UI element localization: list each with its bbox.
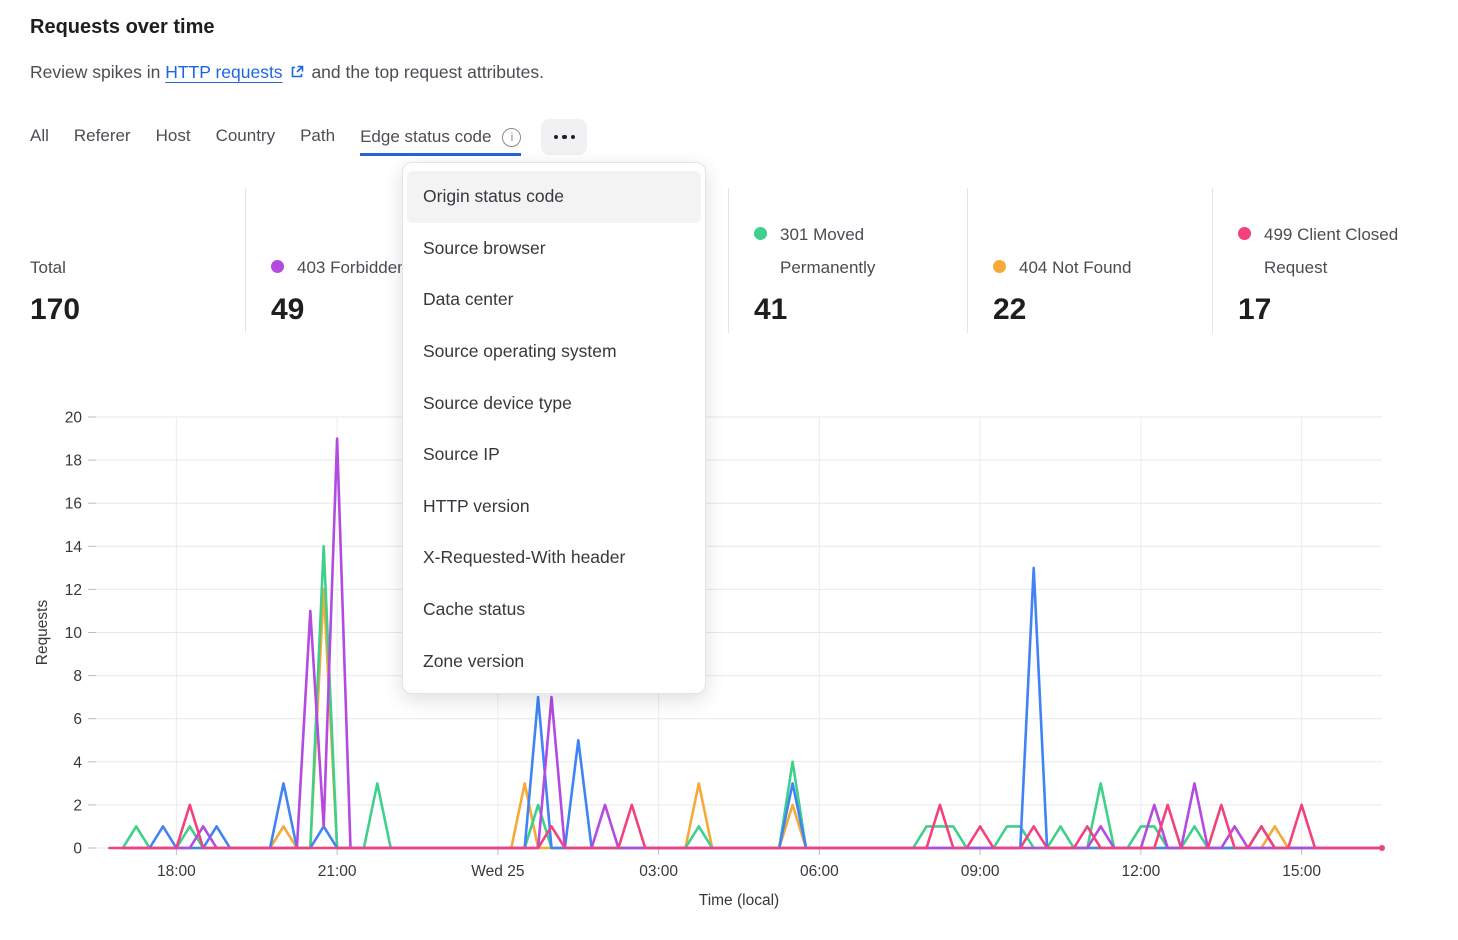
stat-499-label: 499 Client Closed Request bbox=[1264, 225, 1399, 277]
y-tick-label: 16 bbox=[65, 496, 82, 513]
x-axis-label: Time (local) bbox=[699, 892, 779, 909]
menu-item-x-requested-with-header[interactable]: X-Requested-With header bbox=[423, 547, 626, 568]
y-tick-label: 10 bbox=[65, 625, 83, 642]
menu-item-cache-status[interactable]: Cache status bbox=[423, 599, 526, 620]
y-tick-label: 12 bbox=[65, 582, 82, 599]
legend-dot-404 bbox=[993, 260, 1006, 273]
external-link-icon bbox=[289, 64, 305, 85]
menu-item-data-center[interactable]: Data center bbox=[423, 289, 514, 310]
tab-edge-status-code-label: Edge status code bbox=[360, 127, 492, 146]
y-tick-label: 20 bbox=[65, 410, 83, 427]
info-icon[interactable]: i bbox=[502, 127, 522, 147]
tab-edge-status-code[interactable]: Edge status code i bbox=[360, 118, 522, 156]
stat-404-not-found: 404 Not Found 22 bbox=[967, 188, 1212, 333]
tab-all[interactable]: All bbox=[30, 126, 49, 145]
y-tick-label: 4 bbox=[73, 754, 82, 771]
stat-499-value: 17 bbox=[1238, 293, 1272, 326]
subtitle: Review spikes in HTTP requests and the t… bbox=[30, 62, 544, 85]
x-tick-label: 15:00 bbox=[1282, 863, 1321, 880]
menu-item-source-browser[interactable]: Source browser bbox=[423, 237, 546, 258]
http-requests-link[interactable]: HTTP requests bbox=[165, 62, 283, 82]
summary-stats: Total 170 403 Forbidden 49 301 Moved Per… bbox=[0, 188, 1458, 333]
menu-item-source-ip[interactable]: Source IP bbox=[423, 444, 500, 465]
y-tick-label: 6 bbox=[73, 711, 82, 728]
x-tick-label: 09:00 bbox=[961, 863, 1000, 880]
y-tick-label: 18 bbox=[65, 453, 82, 470]
more-tabs-button[interactable] bbox=[541, 119, 588, 155]
stat-301-value: 41 bbox=[754, 293, 788, 326]
tab-host[interactable]: Host bbox=[155, 126, 191, 145]
stat-301-moved-permanently: 301 Moved Permanently 41 bbox=[728, 188, 967, 333]
ellipsis-icon bbox=[553, 134, 559, 140]
legend-dot-403 bbox=[271, 260, 284, 273]
subtitle-prefix: Review spikes in bbox=[30, 62, 161, 82]
legend-dot-499 bbox=[1238, 227, 1251, 240]
subtitle-suffix: and the top request attributes. bbox=[311, 62, 544, 82]
stat-403-value: 49 bbox=[271, 293, 305, 326]
menu-item-source-device-type[interactable]: Source device type bbox=[423, 392, 572, 413]
x-tick-label: 18:00 bbox=[157, 863, 196, 880]
menu-item-origin-status-code[interactable]: Origin status code bbox=[407, 171, 701, 223]
x-tick-label: 06:00 bbox=[800, 863, 839, 880]
requests-chart: 18:00 21:00 Wed 25 03:00 06:00 09:00 12:00 15:0… bbox=[34, 410, 1385, 909]
stat-301-label: 301 Moved Permanently bbox=[780, 225, 876, 277]
stat-total-label: Total bbox=[30, 258, 66, 277]
menu-item-source-operating-system[interactable]: Source operating system bbox=[423, 341, 617, 362]
attribute-tabs: All Referer Host Country Path Edge statu… bbox=[30, 118, 588, 156]
stat-total-value: 170 bbox=[30, 293, 81, 326]
stat-403-label: 403 Forbidden bbox=[297, 258, 407, 277]
x-tick-label: 03:00 bbox=[639, 863, 678, 880]
x-tick-label: 12:00 bbox=[1121, 863, 1160, 880]
tab-path[interactable]: Path bbox=[300, 126, 336, 145]
stat-total: Total 170 bbox=[0, 188, 245, 333]
stat-403-forbidden: 403 Forbidden 49 bbox=[245, 188, 486, 333]
legend-dot-301 bbox=[754, 227, 767, 240]
tab-referer[interactable]: Referer bbox=[73, 126, 131, 145]
tab-country[interactable]: Country bbox=[215, 126, 276, 145]
series-line bbox=[108, 803, 1384, 850]
stat-404-label: 404 Not Found bbox=[1019, 258, 1132, 277]
y-tick-label: 0 bbox=[73, 841, 82, 858]
stat-404-value: 22 bbox=[993, 293, 1027, 326]
menu-item-zone-version[interactable]: Zone version bbox=[423, 650, 525, 671]
x-tick-label: 21:00 bbox=[318, 863, 357, 880]
y-tick-label: 14 bbox=[65, 539, 83, 556]
y-axis-label: Requests bbox=[34, 600, 51, 666]
series-line bbox=[121, 545, 1384, 850]
y-tick-label: 8 bbox=[73, 668, 82, 685]
attribute-dropdown-menu: Origin status code Source browser Data c… bbox=[402, 162, 706, 694]
series-line bbox=[121, 437, 1384, 850]
y-tick-label: 2 bbox=[73, 797, 82, 814]
stat-499-client-closed-request: 499 Client Closed Request 17 bbox=[1212, 188, 1458, 333]
x-tick-label: Wed 25 bbox=[471, 863, 524, 880]
menu-item-http-version[interactable]: HTTP version bbox=[423, 495, 530, 516]
page-title: Requests over time bbox=[30, 16, 215, 38]
